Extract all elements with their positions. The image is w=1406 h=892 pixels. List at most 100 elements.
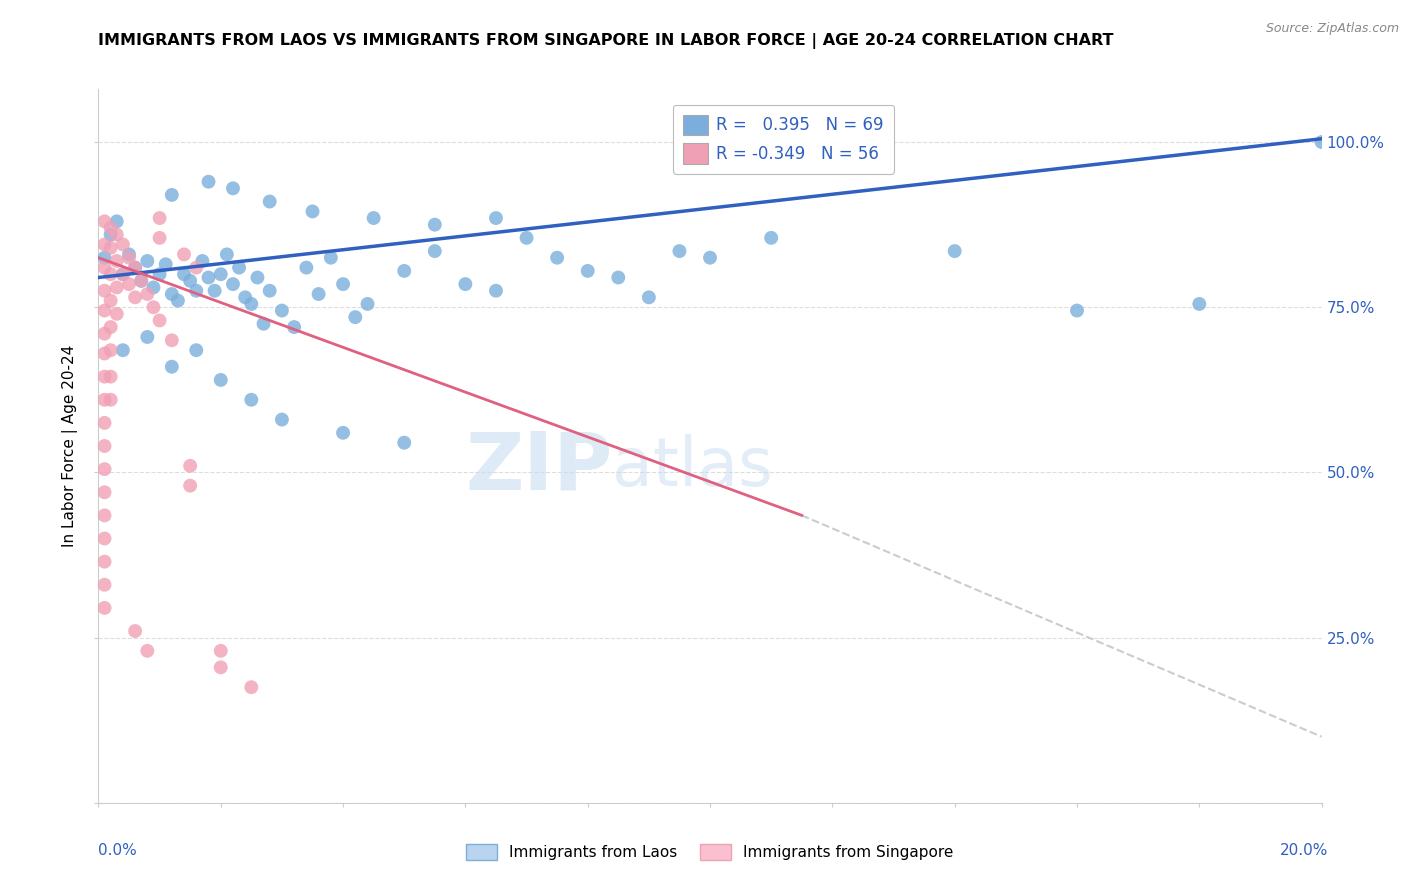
Point bbox=[363, 211, 385, 225]
Point bbox=[136, 644, 159, 658]
Point bbox=[332, 425, 354, 440]
Point bbox=[93, 555, 115, 569]
Point bbox=[118, 277, 141, 292]
Y-axis label: In Labor Force | Age 20-24: In Labor Force | Age 20-24 bbox=[62, 345, 79, 547]
Point bbox=[93, 462, 115, 476]
Point bbox=[454, 277, 477, 292]
Point bbox=[93, 284, 115, 298]
Point bbox=[93, 600, 115, 615]
Point bbox=[142, 280, 165, 294]
Point bbox=[392, 264, 416, 278]
Point bbox=[516, 231, 538, 245]
Text: ZIP: ZIP bbox=[465, 428, 612, 507]
Point bbox=[240, 297, 263, 311]
Point bbox=[93, 416, 115, 430]
Point bbox=[1066, 303, 1088, 318]
Point bbox=[124, 290, 146, 304]
Point bbox=[186, 260, 208, 275]
Point bbox=[179, 458, 201, 473]
Point bbox=[197, 270, 219, 285]
Point bbox=[111, 267, 134, 281]
Point bbox=[209, 373, 232, 387]
Point bbox=[186, 343, 208, 358]
Point bbox=[105, 307, 128, 321]
Point bbox=[105, 254, 128, 268]
Point bbox=[423, 244, 446, 258]
Point bbox=[259, 284, 281, 298]
Point bbox=[136, 287, 159, 301]
Point bbox=[222, 181, 245, 195]
Point bbox=[93, 439, 115, 453]
Point bbox=[93, 508, 115, 523]
Point bbox=[301, 204, 323, 219]
Point bbox=[136, 254, 159, 268]
Point bbox=[209, 267, 232, 281]
Point bbox=[332, 277, 354, 292]
Point bbox=[283, 320, 305, 334]
Point bbox=[222, 277, 245, 292]
Point bbox=[215, 247, 238, 261]
Point bbox=[356, 297, 378, 311]
Point bbox=[160, 333, 183, 347]
Point bbox=[191, 254, 214, 268]
Point bbox=[344, 310, 367, 325]
Point bbox=[111, 267, 134, 281]
Point bbox=[100, 343, 122, 358]
Point bbox=[93, 303, 115, 318]
Point bbox=[93, 485, 115, 500]
Point bbox=[167, 293, 190, 308]
Point bbox=[423, 218, 446, 232]
Point bbox=[100, 267, 122, 281]
Point bbox=[1188, 297, 1211, 311]
Point bbox=[93, 578, 115, 592]
Point bbox=[100, 293, 122, 308]
Point bbox=[118, 251, 141, 265]
Point bbox=[173, 267, 195, 281]
Point bbox=[105, 280, 128, 294]
Point bbox=[270, 412, 292, 426]
Point bbox=[100, 241, 122, 255]
Point bbox=[105, 214, 128, 228]
Point bbox=[637, 290, 661, 304]
Text: Source: ZipAtlas.com: Source: ZipAtlas.com bbox=[1265, 22, 1399, 36]
Point bbox=[392, 435, 416, 450]
Text: atlas: atlas bbox=[612, 434, 773, 500]
Point bbox=[228, 260, 250, 275]
Point bbox=[204, 284, 226, 298]
Text: 0.0%: 0.0% bbox=[98, 843, 138, 858]
Point bbox=[93, 392, 115, 407]
Point bbox=[93, 326, 115, 341]
Point bbox=[93, 369, 115, 384]
Point bbox=[105, 227, 128, 242]
Point bbox=[129, 274, 152, 288]
Text: 20.0%: 20.0% bbox=[1281, 843, 1329, 858]
Point bbox=[93, 260, 115, 275]
Point bbox=[240, 392, 263, 407]
Point bbox=[100, 392, 122, 407]
Point bbox=[100, 221, 122, 235]
Text: IMMIGRANTS FROM LAOS VS IMMIGRANTS FROM SINGAPORE IN LABOR FORCE | AGE 20-24 COR: IMMIGRANTS FROM LAOS VS IMMIGRANTS FROM … bbox=[98, 33, 1114, 49]
Point bbox=[240, 680, 263, 694]
Point bbox=[160, 188, 183, 202]
Point bbox=[668, 244, 690, 258]
Point bbox=[160, 287, 183, 301]
Point bbox=[943, 244, 966, 258]
Point bbox=[129, 274, 152, 288]
Point bbox=[607, 270, 630, 285]
Point bbox=[93, 251, 115, 265]
Point bbox=[209, 644, 232, 658]
Point bbox=[759, 231, 782, 245]
Point bbox=[93, 237, 115, 252]
Point bbox=[100, 227, 122, 242]
Point bbox=[295, 260, 318, 275]
Point bbox=[155, 257, 177, 271]
Point bbox=[252, 317, 274, 331]
Point bbox=[149, 313, 172, 327]
Point bbox=[576, 264, 599, 278]
Point bbox=[319, 251, 342, 265]
Point bbox=[699, 251, 721, 265]
Point bbox=[118, 247, 141, 261]
Point bbox=[136, 330, 159, 344]
Point bbox=[93, 532, 115, 546]
Point bbox=[100, 369, 122, 384]
